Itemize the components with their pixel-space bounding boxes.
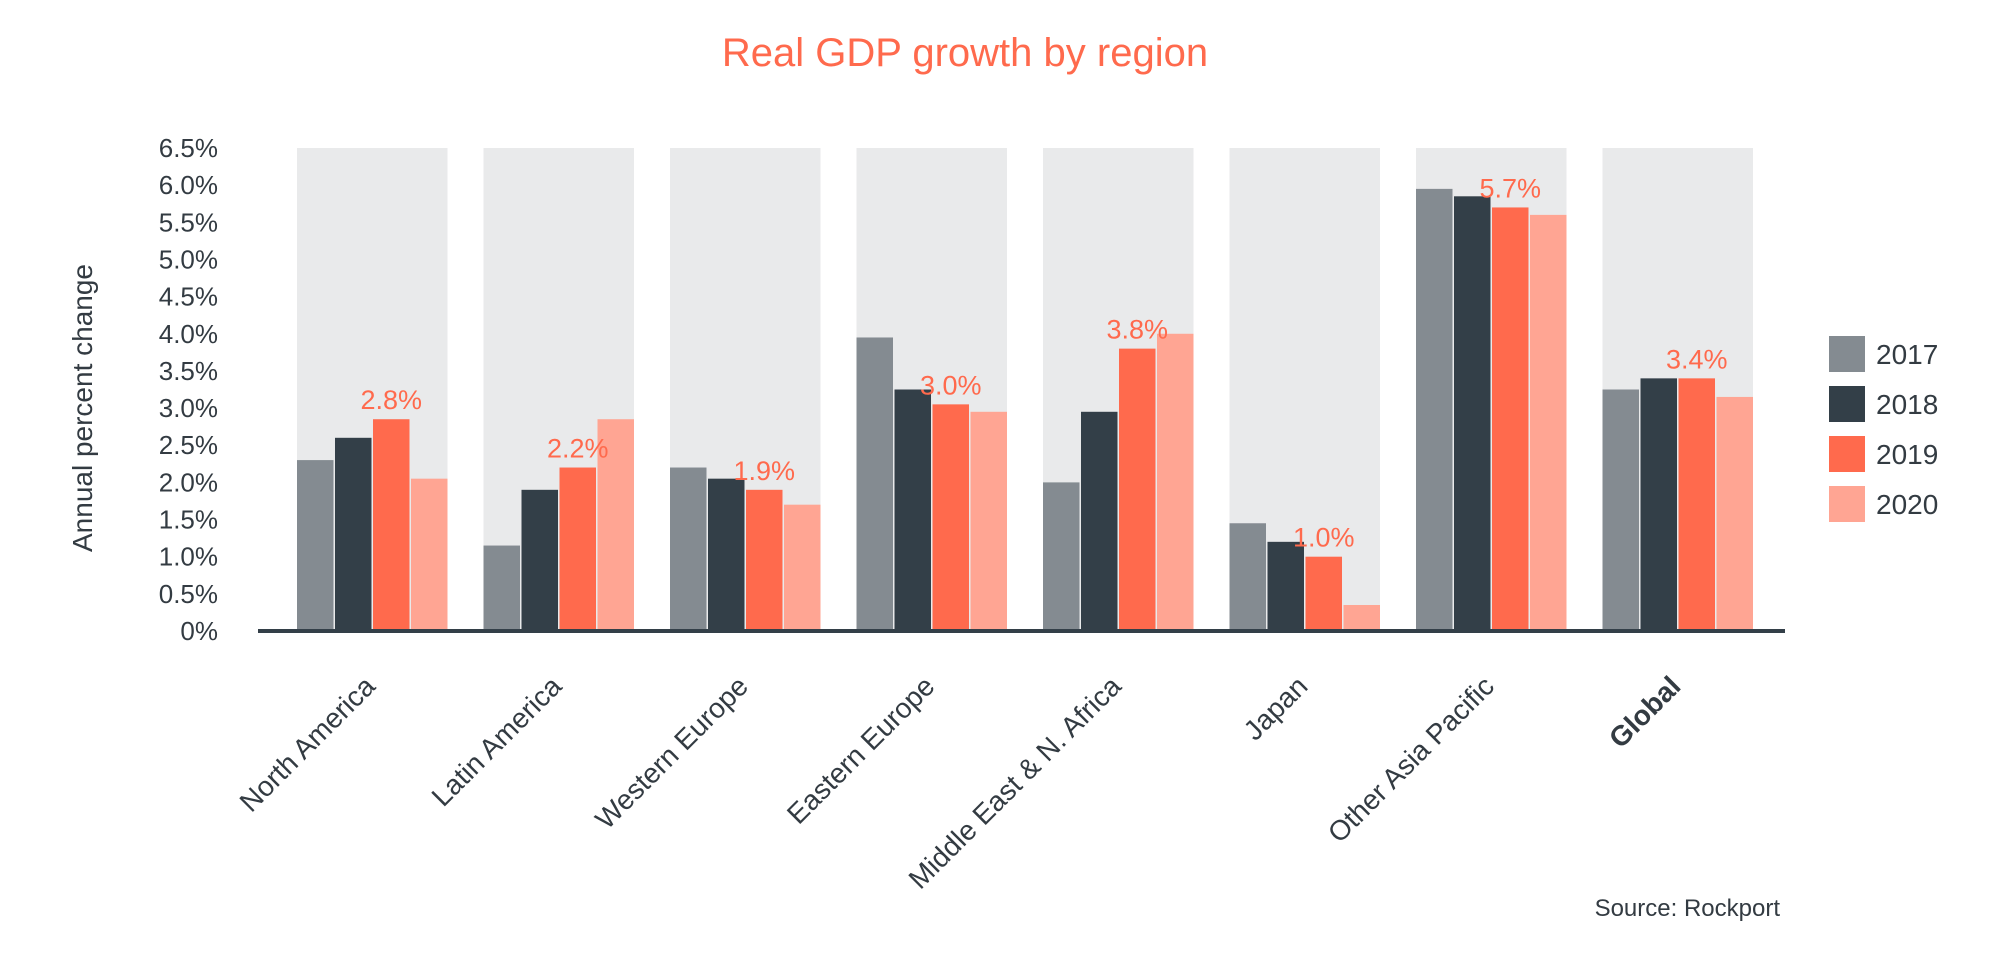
bar-2020 — [411, 478, 448, 631]
legend-label-2018: 2018 — [1876, 389, 1938, 420]
bar-2017 — [483, 545, 520, 631]
category-label: Western Europe — [589, 670, 754, 835]
y-tick-label: 5.0% — [159, 244, 218, 274]
bar-2019 — [932, 404, 969, 631]
bar-2019 — [1305, 556, 1342, 631]
bar-2018 — [1081, 411, 1118, 631]
bar-2018 — [1454, 196, 1491, 632]
bar-2020 — [1157, 333, 1194, 631]
data-label: 2.2% — [547, 434, 609, 464]
bar-2018 — [1640, 378, 1677, 631]
data-label: 3.0% — [920, 370, 982, 400]
y-tick-label: 0.5% — [159, 579, 218, 609]
legend-swatch-2018 — [1829, 386, 1865, 422]
data-label: 5.7% — [1479, 173, 1541, 203]
bar-2019 — [1492, 207, 1529, 631]
y-axis-ticks: 0% 0.5% 1.0% 1.5% 2.0% 2.5% 3.0% 3.5% 4.0% 4.5% 5.… — [159, 133, 218, 646]
legend-label-2020: 2020 — [1876, 489, 1938, 520]
bar-2017 — [1602, 389, 1639, 631]
bar-2020 — [784, 504, 821, 631]
y-tick-label: 3.5% — [159, 356, 218, 386]
category-label: Other Asia Pacific — [1322, 670, 1500, 848]
y-tick-label: 5.5% — [159, 207, 218, 237]
y-tick-label: 0% — [180, 616, 218, 646]
bar-2018 — [708, 478, 745, 631]
legend-swatch-2020 — [1829, 486, 1865, 522]
bars — [297, 188, 1753, 632]
legend-swatch-2019 — [1829, 436, 1865, 472]
data-labels: 2.8% 2.2% 1.9% 3.0% 3.8% 1.0% 5.7% 3.4% — [360, 173, 1727, 552]
category-label: Middle East & N. Africa — [903, 670, 1128, 895]
category-labels: North America Latin America Western Europe… — [234, 670, 1687, 895]
bar-2018 — [894, 389, 931, 631]
data-label: 2.8% — [360, 385, 422, 415]
data-label: 1.0% — [1293, 523, 1355, 553]
bar-2020 — [597, 419, 634, 631]
y-tick-label: 6.0% — [159, 170, 218, 200]
category-label: Eastern Europe — [781, 670, 941, 830]
bar-2020 — [1343, 604, 1380, 631]
data-label: 3.4% — [1666, 344, 1728, 374]
y-tick-label: 2.5% — [159, 430, 218, 460]
data-label: 3.8% — [1106, 315, 1168, 345]
category-label: Global — [1603, 670, 1687, 754]
bar-2018 — [335, 437, 372, 631]
y-tick-label: 6.5% — [159, 133, 218, 163]
data-label: 1.9% — [733, 456, 795, 486]
y-tick-label: 1.5% — [159, 505, 218, 535]
y-tick-label: 4.5% — [159, 282, 218, 312]
bar-2020 — [970, 411, 1007, 631]
bar-2017 — [1416, 188, 1453, 631]
bar-2020 — [1716, 396, 1753, 631]
bar-2019 — [746, 489, 783, 631]
y-axis-label: Annual percent change — [67, 264, 98, 552]
bar-2018 — [521, 489, 558, 631]
chart-title: Real GDP growth by region — [722, 31, 1208, 75]
bar-2017 — [670, 467, 707, 631]
y-tick-label: 2.0% — [159, 467, 218, 497]
bar-2017 — [856, 337, 893, 631]
bar-2019 — [559, 467, 596, 631]
bar-2019 — [373, 419, 410, 631]
category-label: Japan — [1238, 670, 1314, 746]
bar-2018 — [1267, 541, 1304, 631]
bar-2019 — [1678, 378, 1715, 631]
legend: 2017 2018 2019 2020 — [1829, 336, 1938, 522]
category-label: Latin America — [426, 670, 568, 812]
bar-2017 — [1043, 482, 1080, 631]
y-tick-label: 1.0% — [159, 542, 218, 572]
bar-2020 — [1530, 214, 1567, 631]
legend-label-2019: 2019 — [1876, 439, 1938, 470]
bar-2017 — [297, 460, 334, 631]
legend-label-2017: 2017 — [1876, 339, 1938, 370]
source-note: Source: Rockport — [1595, 895, 1781, 922]
bar-2017 — [1229, 523, 1266, 631]
y-tick-label: 4.0% — [159, 319, 218, 349]
category-label: North America — [234, 670, 382, 818]
bar-2019 — [1119, 348, 1156, 631]
y-tick-label: 3.0% — [159, 393, 218, 423]
legend-swatch-2017 — [1829, 336, 1865, 372]
